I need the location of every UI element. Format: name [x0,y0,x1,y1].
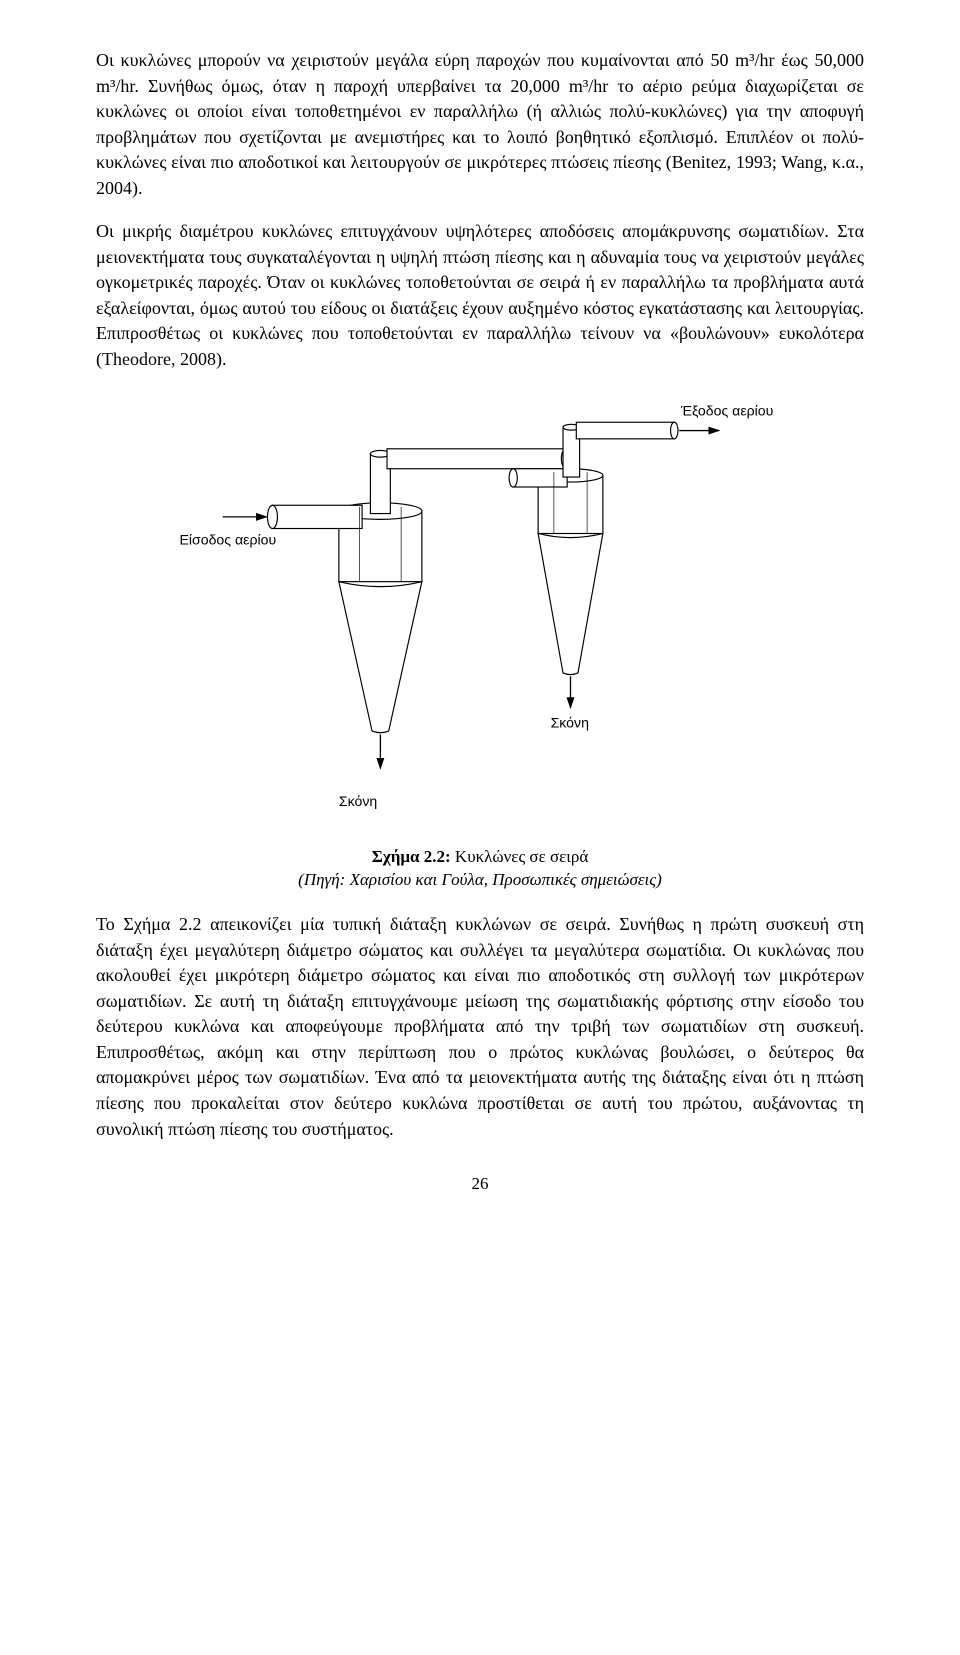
caption-rest: Κυκλώνες σε σειρά [451,847,589,866]
label-outlet: Έξοδος αερίου [680,402,774,418]
figure-caption: Σχήμα 2.2: Κυκλώνες σε σειρά (Πηγή: Χαρι… [96,845,864,893]
label-inlet: Είσοδος αερίου [179,531,276,547]
label-dust-2: Σκόνη [339,792,377,808]
caption-source: (Πηγή: Χαρισίου και Γούλα, Προσωπικές ση… [298,870,662,889]
page-number: 26 [96,1172,864,1196]
label-dust-1: Σκόνη [551,714,589,730]
figure-cyclones-series: Είσοδος αερίου Έξοδος αερίου Σκόνη Σκόνη… [96,399,864,893]
paragraph-2: Οι μικρής διαμέτρου κυκλώνες επιτυγχάνου… [96,219,864,372]
caption-bold: Σχήμα 2.2: [372,847,451,866]
figure-svg: Είσοδος αερίου Έξοδος αερίου Σκόνη Σκόνη [170,399,790,839]
paragraph-1: Οι κυκλώνες μπορούν να χειριστούν μεγάλα… [96,48,864,201]
paragraph-3: Το Σχήμα 2.2 απεικονίζει μία τυπική διάτ… [96,912,864,1142]
